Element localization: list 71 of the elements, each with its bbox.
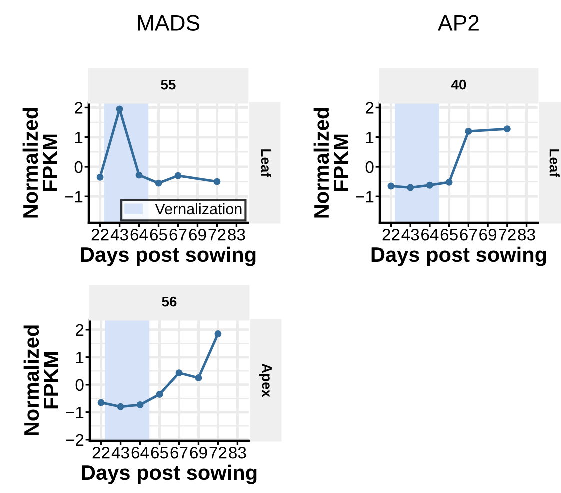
text: Leaf <box>550 150 560 178</box>
x-axis-title: Days post sowing <box>82 464 257 484</box>
point <box>174 172 182 180</box>
chart-title: MADS <box>138 15 200 31</box>
x-tick-label: 65 <box>150 228 168 241</box>
y-tick-label: 0 <box>74 161 83 174</box>
y-tick-label: 2 <box>75 102 83 114</box>
y-tick-label: 0 <box>366 161 374 174</box>
x-tick-label: 72 <box>208 228 226 241</box>
band-label: Vernalization <box>155 203 242 215</box>
y-tick-label: 2 <box>76 324 84 336</box>
x-tick-label: 72 <box>498 228 516 241</box>
point <box>96 174 104 181</box>
x-tick-label: 72 <box>210 446 227 459</box>
point <box>504 126 511 133</box>
chart-subtitle: 40 <box>451 80 466 90</box>
y-tick-label: 1 <box>75 132 83 144</box>
point <box>407 184 414 192</box>
y-axis-title: Normalized FPKM <box>24 326 58 436</box>
x-tick-label: 64 <box>132 446 150 459</box>
chart-title: AP2 <box>438 15 479 31</box>
x-tick-label: 64 <box>422 228 439 241</box>
chart-subtitle: 55 <box>161 80 176 90</box>
point <box>136 172 143 179</box>
x-tick-label: 43 <box>112 446 130 459</box>
x-tick-label: 65 <box>440 228 458 241</box>
point <box>446 178 453 186</box>
x-tick-label: 65 <box>151 446 168 459</box>
x-tick-label: 43 <box>402 228 420 241</box>
x-tick-label: 67 <box>170 446 188 459</box>
point <box>426 182 434 189</box>
x-tick-label: 83 <box>229 446 246 459</box>
point <box>98 399 105 406</box>
y-tick-label: −2 <box>66 434 84 446</box>
x-tick-label: 22 <box>92 446 110 459</box>
y-tick-label: 0 <box>76 379 84 392</box>
point <box>214 330 222 338</box>
y-tick-label: −1 <box>66 406 84 418</box>
x-tick-label: 83 <box>518 228 536 241</box>
x-tick-label: 22 <box>92 228 109 241</box>
point <box>117 403 124 410</box>
y-axis-title: Normalized FPKM <box>22 108 58 218</box>
point <box>116 106 124 113</box>
point <box>465 128 472 135</box>
x-tick-label: 22 <box>382 228 400 241</box>
x-axis-title: Days post sowing <box>81 246 256 266</box>
text: Leaf <box>261 150 272 178</box>
x-tick-label: 43 <box>110 228 128 241</box>
point <box>155 180 162 187</box>
point <box>214 178 221 186</box>
x-tick-label: 69 <box>190 446 208 459</box>
point <box>136 402 144 408</box>
x-tick-label: 83 <box>228 228 246 241</box>
x-tick-label: 67 <box>170 228 187 241</box>
text: Apex <box>260 364 272 398</box>
x-tick-label: 64 <box>130 228 148 241</box>
y-tick-label: −1 <box>65 191 83 203</box>
y-tick-label: 2 <box>366 102 374 114</box>
point <box>388 182 395 190</box>
x-tick-label: 67 <box>460 228 478 241</box>
y-tick-label: 1 <box>366 132 374 144</box>
chart-subtitle: 56 <box>162 296 177 307</box>
x-tick-label: 69 <box>189 228 206 241</box>
y-tick-label: 1 <box>76 352 84 364</box>
point <box>156 391 164 398</box>
x-tick-label: 69 <box>480 228 497 241</box>
point <box>195 374 202 382</box>
point <box>176 370 183 377</box>
y-axis-title: Normalized FPKM <box>314 108 348 218</box>
x-axis-title: Days post sowing <box>372 246 546 266</box>
y-tick-label: −1 <box>356 191 374 203</box>
